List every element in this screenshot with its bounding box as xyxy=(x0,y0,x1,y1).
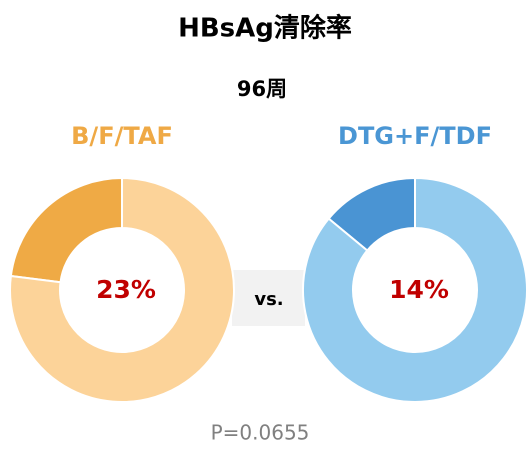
donut-segment xyxy=(9,176,123,284)
chart-title: HBsAg清除率 xyxy=(178,13,352,44)
donut-title: DTG+F/TDF xyxy=(338,122,492,150)
donut-segment xyxy=(9,176,235,403)
value-label: 23% xyxy=(96,275,156,304)
donut-segment xyxy=(302,176,528,403)
p-value: P=0.0655 xyxy=(211,421,310,445)
separator: vs. xyxy=(254,289,283,310)
donut-title: B/F/TAF xyxy=(71,122,173,150)
separator-box xyxy=(232,270,305,326)
value-label: 14% xyxy=(389,275,449,304)
chart-subtitle: 96周 xyxy=(237,77,287,101)
